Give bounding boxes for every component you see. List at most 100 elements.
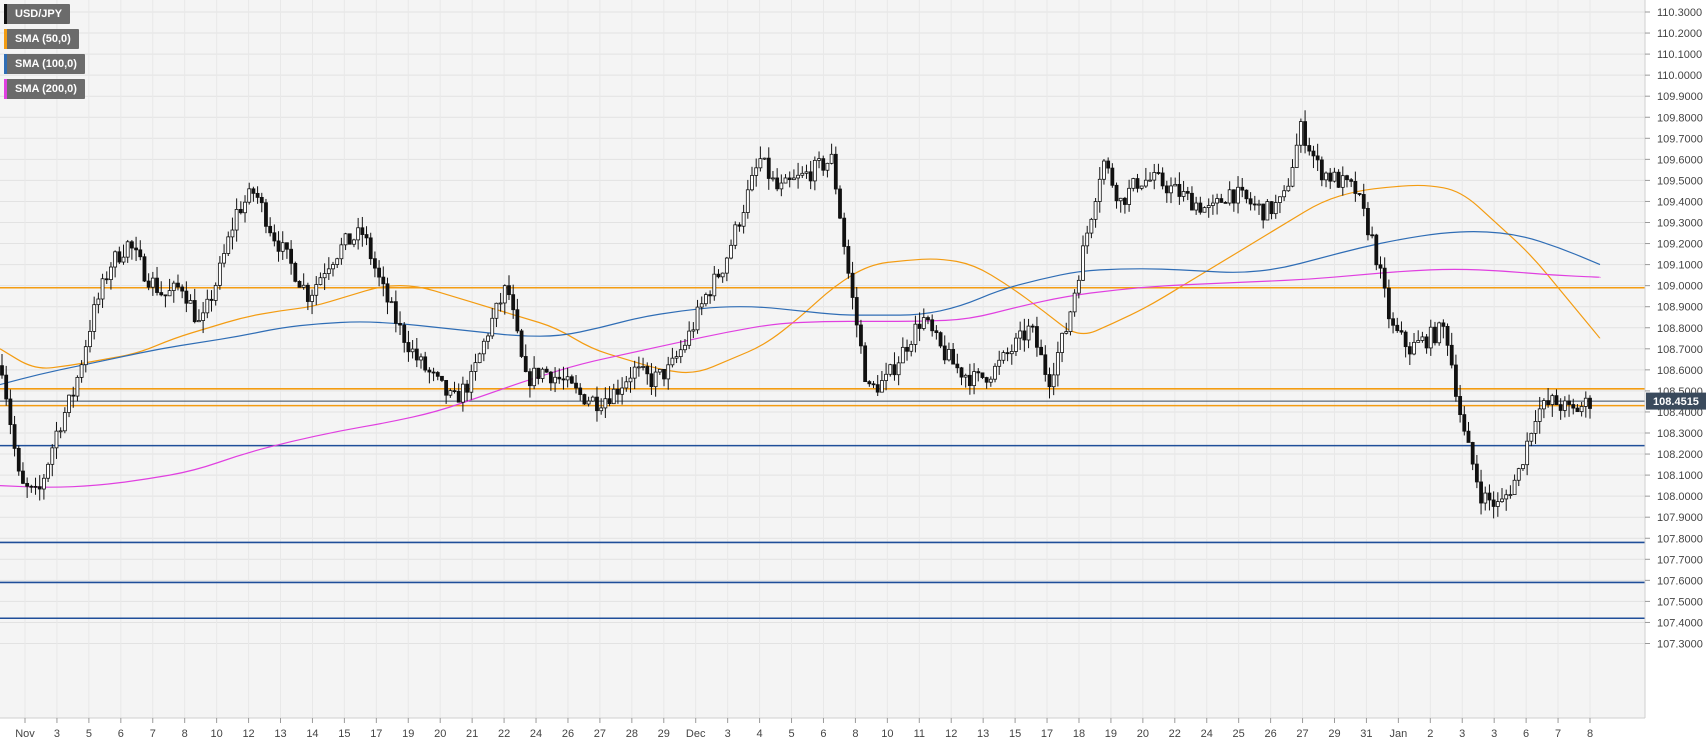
candle-body	[632, 366, 637, 379]
candle-body	[1060, 332, 1064, 353]
candle-body	[1047, 374, 1052, 388]
y-tick-label: 108.0000	[1657, 491, 1703, 503]
candle-body	[402, 324, 407, 343]
candle-body	[993, 365, 997, 380]
x-tick-label: 15	[1009, 728, 1021, 740]
candle-body	[1014, 337, 1018, 352]
candle-body	[364, 234, 369, 239]
legend-item-sma100[interactable]: SMA (100,0)	[4, 54, 85, 74]
candle-body	[100, 278, 105, 300]
y-tick-label: 109.0000	[1657, 281, 1703, 293]
candle-body	[255, 192, 260, 198]
candle-body	[1236, 186, 1240, 204]
candle-body	[1466, 430, 1471, 443]
candle-body	[498, 302, 503, 305]
candle-body	[737, 224, 742, 227]
candle-body	[1248, 198, 1253, 205]
grid	[0, 0, 1645, 718]
candle-body	[1215, 198, 1219, 204]
candle-body	[808, 171, 813, 182]
y-tick-label: 108.9000	[1657, 302, 1703, 314]
candle-body	[1294, 144, 1299, 168]
candle-body	[16, 448, 21, 472]
candle-body	[699, 303, 704, 308]
candle-body	[523, 356, 528, 373]
y-tick-label: 108.4000	[1657, 407, 1703, 419]
candle-body	[12, 424, 17, 449]
candle-body	[1424, 336, 1429, 349]
candle-body	[1357, 193, 1362, 195]
candle-body	[465, 383, 469, 393]
y-tick-label: 108.6000	[1657, 365, 1703, 377]
candle-body	[1437, 322, 1442, 344]
candle-body	[314, 284, 319, 296]
candle-body	[268, 225, 273, 234]
candle-body	[129, 241, 134, 249]
candle-body	[1035, 326, 1039, 348]
candle-body	[431, 371, 436, 374]
candle-body	[607, 398, 612, 405]
x-tick-label: 6	[118, 728, 124, 740]
candle-body	[913, 323, 918, 345]
sma-line	[0, 268, 1601, 488]
x-tick-label: 8	[1587, 728, 1593, 740]
candle-body	[595, 396, 599, 412]
candle-body	[251, 188, 256, 194]
candle-body	[1479, 481, 1483, 504]
y-tick-label: 107.6000	[1657, 575, 1703, 587]
candle-body	[1525, 440, 1530, 466]
candle-body	[335, 258, 340, 265]
candle-body	[1097, 178, 1102, 202]
candle-body	[1571, 404, 1576, 409]
x-tick-label: 13	[977, 728, 989, 740]
candle-body	[1546, 400, 1551, 405]
candle-body	[1244, 189, 1249, 200]
x-tick-label: 17	[370, 728, 382, 740]
candle-body	[1332, 171, 1337, 182]
candle-body	[473, 362, 478, 372]
legend-item-sma50[interactable]: SMA (50,0)	[4, 29, 79, 49]
candle-body	[762, 157, 767, 160]
x-tick-label: 3	[725, 728, 731, 740]
y-tick-label: 109.2000	[1657, 239, 1703, 251]
candle-body	[1470, 442, 1475, 465]
y-tick-label: 107.5000	[1657, 596, 1703, 608]
candle-body	[959, 367, 964, 378]
candle-body	[766, 157, 771, 179]
candle-body	[393, 301, 398, 324]
candle-body	[1529, 432, 1534, 442]
x-tick-label: 19	[1105, 728, 1117, 740]
candle-body	[469, 371, 474, 393]
candle-body	[553, 376, 557, 384]
legend-item-sma200[interactable]: SMA (200,0)	[4, 79, 85, 99]
candle-body	[176, 282, 180, 288]
candle-body	[988, 378, 993, 383]
candle-body	[146, 280, 151, 288]
candle-body	[1508, 494, 1513, 496]
candle-body	[1231, 189, 1236, 204]
x-tick-label: 20	[434, 728, 446, 740]
candle-body	[427, 369, 432, 373]
candle-body	[75, 376, 80, 397]
candle-body	[683, 344, 687, 351]
candle-body	[46, 463, 50, 479]
candle-body	[280, 242, 285, 252]
candle-body	[800, 172, 805, 176]
candle-body	[71, 394, 76, 397]
candle-body	[678, 349, 683, 357]
candle-body	[754, 167, 759, 176]
candle-body	[41, 477, 46, 490]
legend-swatch	[4, 79, 7, 99]
candle-body	[879, 380, 884, 393]
x-tick-label: Nov	[15, 728, 35, 740]
x-tick-label: 5	[86, 728, 92, 740]
candle-body	[729, 244, 733, 259]
legend-item-usdjpy[interactable]: USD/JPY	[4, 4, 71, 24]
candle-body	[1269, 201, 1274, 215]
legend-swatch	[4, 29, 7, 49]
candle-body	[486, 335, 490, 342]
candle-body	[217, 262, 222, 286]
candle-body	[1055, 352, 1060, 376]
candle-body	[1403, 331, 1408, 348]
legend-label: USD/JPY	[15, 8, 63, 20]
